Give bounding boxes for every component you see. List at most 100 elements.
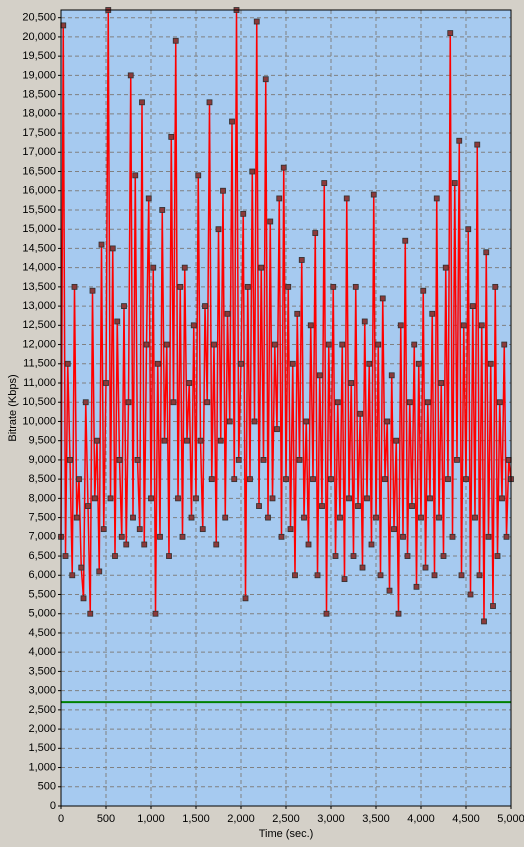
data-point — [323, 610, 330, 617]
y-tick-label: 8,500 — [28, 473, 56, 485]
data-point — [163, 341, 170, 348]
y-tick-label: 1,500 — [28, 742, 56, 754]
data-point — [501, 341, 508, 348]
data-point — [350, 553, 357, 559]
data-point — [463, 476, 469, 483]
data-point — [62, 553, 69, 559]
data-point — [195, 172, 202, 179]
data-point — [271, 341, 278, 348]
data-point — [184, 437, 190, 444]
y-tick-label: 2,000 — [28, 723, 56, 735]
x-tick-label: 2,000 — [227, 813, 255, 825]
data-point — [116, 457, 123, 463]
data-point — [226, 418, 233, 425]
data-point — [292, 572, 298, 579]
data-point — [314, 572, 321, 579]
data-point — [143, 341, 150, 348]
data-point — [494, 553, 501, 559]
data-point — [274, 426, 280, 433]
data-point — [366, 360, 373, 367]
data-point — [168, 133, 175, 140]
data-point — [348, 380, 355, 386]
y-tick-label: 1,000 — [28, 761, 56, 773]
data-point — [262, 76, 269, 83]
data-point — [197, 437, 204, 444]
data-point — [496, 399, 503, 406]
data-point — [469, 303, 476, 309]
data-point — [391, 526, 397, 533]
y-tick-label: 14,500 — [22, 242, 56, 254]
data-point — [503, 533, 510, 540]
data-point — [388, 372, 395, 379]
data-point — [337, 514, 343, 521]
data-point — [418, 514, 424, 521]
data-point — [364, 495, 370, 502]
data-point — [238, 360, 244, 367]
data-point — [332, 553, 339, 559]
data-point — [127, 72, 134, 79]
data-point — [395, 610, 402, 617]
data-point — [433, 195, 440, 202]
data-point — [202, 303, 208, 309]
data-point — [287, 526, 294, 533]
data-point — [204, 399, 211, 406]
data-point — [490, 603, 496, 609]
y-tick-label: 9,000 — [28, 454, 56, 466]
y-tick-label: 18,500 — [22, 89, 56, 101]
data-point — [123, 541, 130, 548]
data-point — [328, 476, 334, 483]
data-point — [222, 514, 229, 521]
data-point — [96, 568, 103, 575]
data-point — [449, 533, 456, 540]
data-point — [422, 564, 429, 571]
data-point — [190, 322, 197, 329]
data-point — [139, 99, 145, 106]
data-point — [301, 514, 307, 521]
data-point — [64, 360, 71, 367]
data-point — [136, 526, 143, 533]
data-point — [145, 195, 152, 202]
data-point — [458, 572, 465, 579]
data-point — [303, 418, 310, 425]
data-point — [240, 210, 247, 217]
y-tick-label: 5,000 — [28, 608, 56, 620]
y-tick-label: 13,000 — [22, 300, 56, 312]
data-point — [89, 287, 96, 294]
data-point — [429, 310, 436, 317]
data-point — [80, 595, 87, 602]
y-tick-label: 11,000 — [23, 377, 56, 389]
data-point — [400, 533, 406, 540]
data-point — [109, 245, 116, 252]
y-tick-label: 8,000 — [28, 492, 56, 504]
data-point — [474, 141, 481, 148]
data-point — [310, 476, 316, 483]
data-point — [152, 610, 159, 617]
data-point — [321, 180, 328, 186]
data-point — [229, 118, 235, 125]
data-point — [67, 457, 73, 463]
data-point — [125, 399, 132, 406]
data-point — [98, 241, 105, 248]
data-point — [188, 514, 195, 521]
y-tick-label: 18,000 — [22, 108, 56, 120]
y-tick-label: 20,000 — [22, 31, 56, 43]
y-tick-label: 6,000 — [28, 569, 56, 581]
y-tick-label: 16,000 — [22, 185, 56, 197]
data-point — [404, 553, 411, 559]
data-point — [132, 172, 139, 179]
y-tick-label: 3,500 — [28, 665, 56, 677]
data-point — [424, 399, 431, 406]
data-point — [438, 380, 445, 386]
data-point — [278, 533, 285, 540]
data-point — [481, 618, 487, 625]
data-point — [476, 572, 483, 579]
data-point — [343, 195, 350, 202]
y-tick-label: 20,500 — [22, 12, 56, 24]
data-point — [420, 287, 427, 294]
y-tick-label: 11,500 — [23, 358, 56, 370]
data-point — [265, 514, 271, 521]
data-point — [346, 495, 352, 502]
x-tick-label: 4,000 — [407, 813, 435, 825]
y-tick-label: 9,500 — [28, 435, 56, 447]
